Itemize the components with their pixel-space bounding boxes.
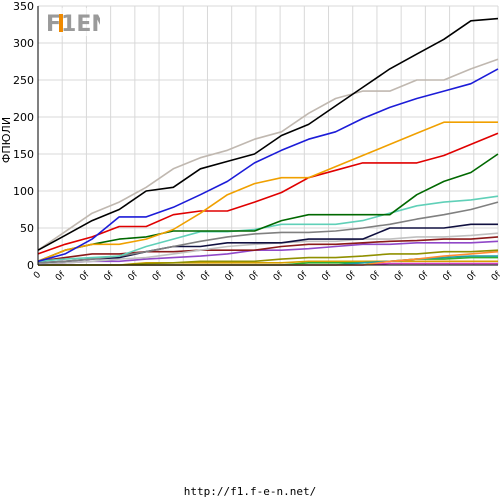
x-tick-label: 0f	[490, 269, 500, 283]
x-tick-label: 0f	[175, 269, 189, 283]
y-tick-label: 50	[20, 222, 34, 235]
f1-fen-logo: F1EN	[44, 8, 110, 37]
series-line	[37, 68, 499, 263]
x-tick-label: 0f	[248, 269, 262, 283]
series-line	[37, 121, 498, 263]
x-tick-label: 0f	[393, 269, 407, 283]
x-tick-label: 0f	[223, 269, 237, 283]
x-tick-label: 0f	[466, 269, 480, 283]
x-tick-label: 0f	[320, 269, 334, 283]
y-axis-title: ФПЮЛИ	[0, 117, 13, 163]
grid	[37, 5, 499, 266]
series-line	[37, 195, 499, 263]
x-tick-label: 0f	[127, 269, 141, 283]
footer-url[interactable]: http://f1.f-e-n.net/	[183, 485, 317, 498]
y-tick-label: 0	[27, 259, 34, 272]
series-line	[37, 132, 499, 255]
x-tick-labels: 0 0f 0f 0f 0f 0f 0f 0f 0f 0f 0f 0f 0f 0f 0f 0f 0f 0f 0f 0f	[32, 269, 500, 283]
x-tick-label: 0f	[344, 269, 358, 283]
series-line	[37, 240, 499, 265]
x-tick-label: 0	[32, 270, 43, 281]
x-tick-label: 0f	[441, 269, 455, 283]
y-tick-labels: 0 50 100 150 200 250 300 350	[13, 0, 34, 272]
series-line	[37, 58, 499, 251]
x-tick-label: 0f	[417, 269, 431, 283]
y-tick-label: 150	[13, 148, 34, 161]
x-tick-label: 0f	[78, 269, 92, 283]
series-line	[37, 223, 498, 264]
y-tick-label: 350	[13, 0, 34, 13]
y-tick-label: 100	[13, 185, 34, 198]
series-line	[37, 153, 499, 263]
y-tick-label: 300	[13, 37, 34, 50]
logo-mark: F1EN	[44, 8, 110, 37]
y-tick-label: 250	[13, 74, 34, 87]
logo-text: F1EN	[46, 12, 100, 36]
series-line	[37, 236, 499, 263]
x-tick-label: 0f	[199, 269, 213, 283]
x-tick-label: 0f	[296, 269, 310, 283]
y-tick-label: 200	[13, 111, 34, 124]
axes	[37, 6, 498, 266]
x-tick-label: 0f	[102, 269, 116, 283]
x-tick-label: 0f	[54, 269, 68, 283]
x-tick-label: 0f	[369, 269, 383, 283]
x-tick-label: 0f	[151, 269, 165, 283]
series-line	[37, 17, 499, 251]
x-tick-label: 0f	[272, 269, 286, 283]
